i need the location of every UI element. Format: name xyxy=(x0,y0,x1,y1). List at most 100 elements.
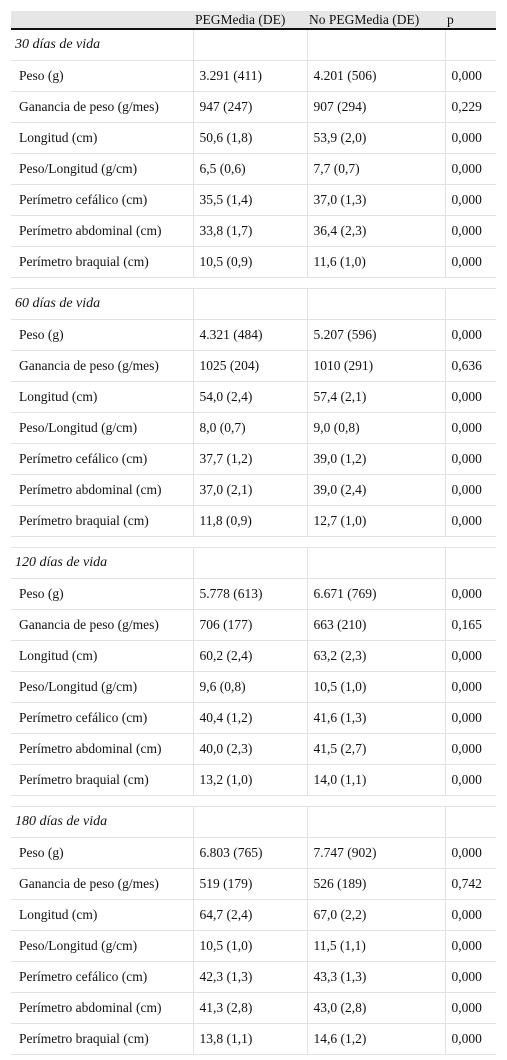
table-row: Perímetro braquial (cm) 10,5 (0,9) 11,6 (1… xyxy=(11,246,496,278)
pegmedia-value: 13,8 (1,1) xyxy=(193,1023,308,1055)
pegmedia-value: 41,3 (2,8) xyxy=(193,992,308,1024)
pegmedia-value: 42,3 (1,3) xyxy=(193,961,308,993)
section-empty-cell xyxy=(307,547,446,579)
no-pegmedia-value: 43,3 (1,3) xyxy=(307,961,446,993)
row-label: Peso/Longitud (g/cm) xyxy=(11,412,194,444)
no-pegmedia-value: 57,4 (2,1) xyxy=(307,381,446,413)
p-value: 0,165 xyxy=(445,609,496,641)
spacer-cell xyxy=(11,536,193,548)
row-label: Longitud (cm) xyxy=(11,122,194,154)
spacer-cell xyxy=(307,536,445,548)
row-label: Perímetro cefálico (cm) xyxy=(11,961,194,993)
no-pegmedia-value: 663 (210) xyxy=(307,609,446,641)
no-pegmedia-value: 7,7 (0,7) xyxy=(307,153,446,185)
row-label: Perímetro braquial (cm) xyxy=(11,505,194,537)
table-row: Peso/Longitud (g/cm) 8,0 (0,7) 9,0 (0,8) 0,… xyxy=(11,412,496,444)
table-row: Ganancia de peso (g/mes) 519 (179) 526 (18… xyxy=(11,868,496,900)
pegmedia-value: 9,6 (0,8) xyxy=(193,671,308,703)
table-row: Perímetro cefálico (cm) 35,5 (1,4) 37,0 (1… xyxy=(11,184,496,216)
section-title: 120 días de vida xyxy=(11,547,194,579)
table-row: Peso/Longitud (g/cm) 6,5 (0,6) 7,7 (0,7) 0,… xyxy=(11,153,496,185)
pegmedia-value: 40,4 (1,2) xyxy=(193,702,308,734)
table-row: Longitud (cm) 64,7 (2,4) 67,0 (2,2) 0,000 xyxy=(11,899,496,931)
table-row: Perímetro cefálico (cm) 42,3 (1,3) 43,3 (1… xyxy=(11,961,496,993)
p-value: 0,000 xyxy=(445,764,496,796)
p-value: 0,000 xyxy=(445,578,496,610)
pegmedia-value: 519 (179) xyxy=(193,868,308,900)
row-label: Peso/Longitud (g/cm) xyxy=(11,671,194,703)
table-row: Perímetro cefálico (cm) 40,4 (1,2) 41,6 (1… xyxy=(11,702,496,734)
p-value: 0,000 xyxy=(445,153,496,185)
p-value: 0,000 xyxy=(445,733,496,765)
no-pegmedia-value: 37,0 (1,3) xyxy=(307,184,446,216)
section-empty-cell xyxy=(193,288,308,320)
pegmedia-value: 947 (247) xyxy=(193,91,308,123)
no-pegmedia-value: 5.207 (596) xyxy=(307,319,446,351)
no-pegmedia-value: 67,0 (2,2) xyxy=(307,899,446,931)
header-cell-pegmedia: PEGMedia (DE) xyxy=(193,11,307,30)
no-pegmedia-value: 526 (189) xyxy=(307,868,446,900)
table-row: Perímetro braquial (cm) 13,8 (1,1) 14,6 (1… xyxy=(11,1023,496,1055)
table-body: 30 días de vida Peso (g) 3.291 (411) 4.201 … xyxy=(11,29,496,1055)
pegmedia-value: 10,5 (1,0) xyxy=(193,930,308,962)
pegmedia-value: 6.803 (765) xyxy=(193,837,308,869)
section-empty-cell xyxy=(193,547,308,579)
section-empty-cell xyxy=(193,29,308,61)
pegmedia-value: 50,6 (1,8) xyxy=(193,122,308,154)
p-value: 0,229 xyxy=(445,91,496,123)
table-row: Perímetro braquial (cm) 11,8 (0,9) 12,7 (1… xyxy=(11,505,496,537)
p-value: 0,000 xyxy=(445,899,496,931)
section-spacer xyxy=(11,277,496,289)
table-row: Perímetro abdominal (cm) 40,0 (2,3) 41,5 (… xyxy=(11,733,496,765)
p-value: 0,000 xyxy=(445,702,496,734)
row-label: Ganancia de peso (g/mes) xyxy=(11,91,194,123)
section-empty-cell xyxy=(445,806,496,838)
row-label: Perímetro abdominal (cm) xyxy=(11,474,194,506)
no-pegmedia-value: 6.671 (769) xyxy=(307,578,446,610)
p-value: 0,000 xyxy=(445,505,496,537)
p-value: 0,000 xyxy=(445,215,496,247)
no-pegmedia-value: 36,4 (2,3) xyxy=(307,215,446,247)
section-empty-cell xyxy=(307,806,446,838)
spacer-cell xyxy=(307,795,445,807)
spacer-cell xyxy=(11,277,193,289)
row-label: Ganancia de peso (g/mes) xyxy=(11,350,194,382)
spacer-cell xyxy=(11,795,193,807)
table-row: Perímetro cefálico (cm) 37,7 (1,2) 39,0 (1… xyxy=(11,443,496,475)
table-row: Longitud (cm) 50,6 (1,8) 53,9 (2,0) 0,000 xyxy=(11,122,496,154)
spacer-cell xyxy=(193,795,307,807)
pegmedia-value: 35,5 (1,4) xyxy=(193,184,308,216)
row-label: Perímetro cefálico (cm) xyxy=(11,702,194,734)
no-pegmedia-value: 10,5 (1,0) xyxy=(307,671,446,703)
spacer-cell xyxy=(193,277,307,289)
p-value: 0,000 xyxy=(445,640,496,672)
section-header-row: 30 días de vida xyxy=(11,29,496,61)
no-pegmedia-value: 907 (294) xyxy=(307,91,446,123)
pegmedia-value: 1025 (204) xyxy=(193,350,308,382)
table-row: Perímetro braquial (cm) 13,2 (1,0) 14,0 (1… xyxy=(11,764,496,796)
row-label: Perímetro braquial (cm) xyxy=(11,1023,194,1055)
row-label: Ganancia de peso (g/mes) xyxy=(11,609,194,641)
pegmedia-value: 4.321 (484) xyxy=(193,319,308,351)
p-value: 0,000 xyxy=(445,412,496,444)
section-empty-cell xyxy=(307,288,446,320)
row-label: Perímetro cefálico (cm) xyxy=(11,184,194,216)
p-value: 0,000 xyxy=(445,443,496,475)
pegmedia-value: 10,5 (0,9) xyxy=(193,246,308,278)
section-empty-cell xyxy=(307,29,446,61)
p-value: 0,000 xyxy=(445,961,496,993)
p-value: 0,000 xyxy=(445,474,496,506)
no-pegmedia-value: 39,0 (1,2) xyxy=(307,443,446,475)
row-label: Perímetro abdominal (cm) xyxy=(11,215,194,247)
data-table: PEGMedia (DE) No PEGMedia (DE) p 30 días… xyxy=(11,11,496,1055)
table-row: Longitud (cm) 54,0 (2,4) 57,4 (2,1) 0,000 xyxy=(11,381,496,413)
pegmedia-value: 37,7 (1,2) xyxy=(193,443,308,475)
row-label: Perímetro braquial (cm) xyxy=(11,246,194,278)
no-pegmedia-value: 4.201 (506) xyxy=(307,60,446,92)
p-value: 0,000 xyxy=(445,1023,496,1055)
no-pegmedia-value: 1010 (291) xyxy=(307,350,446,382)
section-title: 180 días de vida xyxy=(11,806,194,838)
p-value: 0,000 xyxy=(445,992,496,1024)
section-header-row: 180 días de vida xyxy=(11,806,496,838)
table-header: PEGMedia (DE) No PEGMedia (DE) p xyxy=(11,11,496,30)
